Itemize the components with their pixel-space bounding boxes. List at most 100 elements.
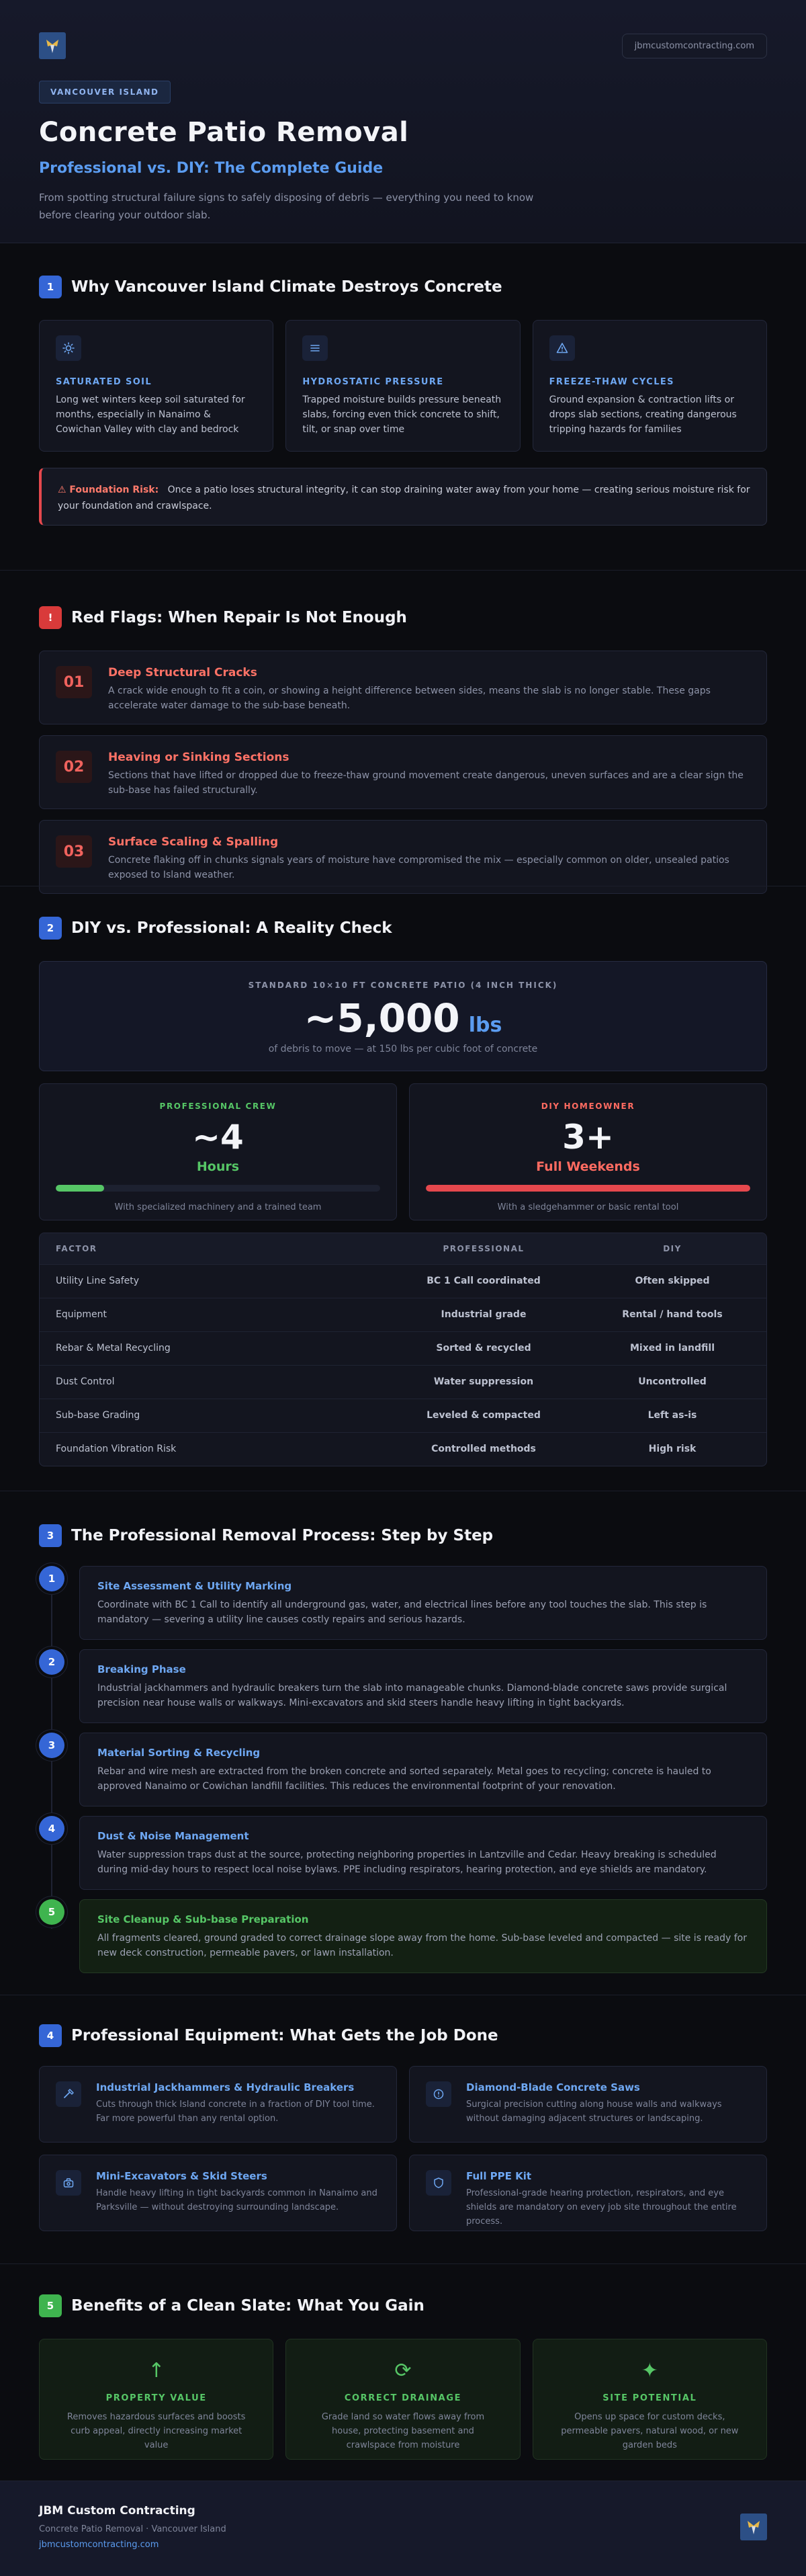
table-header-row: FACTOR PROFESSIONAL DIY (40, 1233, 766, 1264)
comparison-table: FACTOR PROFESSIONAL DIY Utility Line Saf… (39, 1233, 767, 1466)
footer-logo (740, 2513, 767, 2540)
footer-site-link[interactable]: jbmcustomcontracting.com (39, 2540, 159, 2550)
process-step: 2 Breaking Phase Industrial jackhammers … (39, 1649, 767, 1723)
flag-text: A crack wide enough to fit a coin, or sh… (108, 685, 711, 711)
section-number: 4 (39, 2024, 62, 2047)
benefits-section: 5 Benefits of a Clean Slate: What You Ga… (0, 2263, 806, 2481)
logo-icon (46, 40, 58, 53)
flag-number: 03 (56, 835, 92, 868)
table-row: Sub-base Grading Leveled & compacted Lef… (40, 1398, 766, 1432)
time-bar (426, 1185, 750, 1192)
diy-cell: High risk (578, 1431, 766, 1466)
shield-icon (426, 2170, 451, 2196)
section-heading: Benefits of a Clean Slate: What You Gain (71, 2297, 424, 2315)
page-title: Concrete Patio Removal (39, 117, 409, 148)
flag-text: Concrete flaking off in chunks signals y… (108, 855, 729, 880)
factor-cell: Sub-base Grading (40, 1398, 389, 1432)
refresh-icon: ⟳ (394, 2359, 412, 2382)
flag-title: Heaving or Sinking Sections (108, 751, 289, 764)
step-number: 4 (39, 1816, 64, 1841)
equipment-text: Cuts through thick Island concrete in a … (96, 2100, 375, 2124)
equipment-card: Industrial Jackhammers & Hydraulic Break… (39, 2066, 397, 2143)
step-text: Rebar and wire mesh are extracted from t… (97, 1766, 711, 1792)
equipment-card: Diamond-Blade Concrete Saws Surgical pre… (409, 2066, 767, 2143)
section-number: 1 (39, 276, 62, 298)
professional-cell: Controlled methods (389, 1431, 578, 1466)
factor-cell: Utility Line Safety (40, 1263, 389, 1298)
climate-card-freeze-thaw: FREEZE-THAW CYCLES Ground expansion & co… (532, 320, 767, 452)
alert-key: ⚠ Foundation Risk: (58, 485, 159, 495)
section-heading: Red Flags: When Repair Is Not Enough (71, 609, 407, 626)
region-badge: VANCOUVER ISLAND (39, 81, 171, 103)
section-heading: The Professional Removal Process: Step b… (71, 1527, 494, 1544)
process-step: 4 Dust & Noise Management Water suppress… (39, 1816, 767, 1890)
footer-brand: JBM Custom Contracting (39, 2504, 195, 2518)
diy-cell: Left as-is (578, 1398, 766, 1432)
step-text: Industrial jackhammers and hydraulic bre… (97, 1683, 727, 1708)
section-divider (0, 570, 806, 571)
process-step: 3 Material Sorting & Recycling Rebar and… (39, 1733, 767, 1806)
section-heading: DIY vs. Professional: A Reality Check (71, 919, 392, 937)
diy-caption: With a sledgehammer or basic rental tool (497, 1202, 679, 1212)
stat-caption: STANDARD 10×10 FT CONCRETE PATIO (4 INCH… (248, 981, 558, 990)
process-step: 5 Site Cleanup & Sub-base Preparation Al… (39, 1899, 767, 1973)
diy-homeowner-card: DIY HOMEOWNER 3+ Full Weekends With a sl… (409, 1083, 767, 1220)
factor-cell: Rebar & Metal Recycling (40, 1331, 389, 1365)
factor-cell: Dust Control (40, 1364, 389, 1399)
benefit-card-property-value: ↑ PROPERTY VALUE Removes hazardous surfa… (39, 2339, 274, 2460)
sun-icon (56, 335, 81, 361)
stat-note: of debris to move — at 150 lbs per cubic… (268, 1044, 538, 1054)
step-number: 1 (39, 1566, 64, 1591)
step-number: 3 (39, 1733, 64, 1758)
footer-tagline: Concrete Patio Removal · Vancouver Islan… (39, 2524, 226, 2534)
flag-text: Sections that have lifted or dropped due… (108, 770, 744, 796)
diy-amount: 3+ (562, 1118, 614, 1157)
column-header: DIY (578, 1233, 766, 1264)
equipment-title: Industrial Jackhammers & Hydraulic Break… (96, 2081, 355, 2093)
section-heading: Why Vancouver Island Climate Destroys Co… (71, 278, 502, 296)
step-card: Dust & Noise Management Water suppressio… (79, 1816, 767, 1890)
step-title: Dust & Noise Management (97, 1830, 249, 1842)
step-text: Coordinate with BC 1 Call to identify al… (97, 1599, 707, 1625)
equipment-section: 4 Professional Equipment: What Gets the … (0, 1995, 806, 2263)
card-text: Trapped moisture builds pressure beneath… (302, 394, 502, 435)
card-text: Long wet winters keep soil saturated for… (56, 394, 245, 435)
time-bar (56, 1185, 380, 1192)
column-header: FACTOR (40, 1233, 389, 1264)
process-section: 3 The Professional Removal Process: Step… (0, 1491, 806, 1995)
step-card: Breaking Phase Industrial jackhammers an… (79, 1649, 767, 1723)
stat-unit: lbs (468, 1013, 502, 1037)
section-number: 2 (39, 917, 62, 940)
reality-check-section: 2 DIY vs. Professional: A Reality Check … (0, 886, 806, 1491)
layers-icon (302, 335, 328, 361)
professional-cell: Industrial grade (389, 1297, 578, 1331)
step-text: Water suppression traps dust at the sour… (97, 1850, 717, 1875)
diy-cell: Rental / hand tools (578, 1297, 766, 1331)
flag-number: 02 (56, 751, 92, 783)
diy-cell: Often skipped (578, 1263, 766, 1298)
factor-cell: Foundation Vibration Risk (40, 1431, 389, 1466)
step-title: Site Assessment & Utility Marking (97, 1580, 292, 1592)
arrow-up-icon: ↑ (148, 2359, 165, 2382)
sparkle-icon: ✦ (641, 2359, 658, 2382)
domain-link[interactable]: jbmcustomcontracting.com (621, 34, 767, 58)
section-number: 5 (39, 2294, 62, 2317)
benefit-title: SITE POTENTIAL (602, 2393, 697, 2403)
diy-cell: Uncontrolled (578, 1364, 766, 1399)
table-row: Utility Line Safety BC 1 Call coordinate… (40, 1263, 766, 1298)
red-flag-item: 01 Deep Structural Cracks A crack wide e… (39, 651, 767, 724)
diy-cell: Mixed in landfill (578, 1331, 766, 1365)
flag-title: Surface Scaling & Spalling (108, 835, 279, 849)
hammer-icon (56, 2081, 81, 2107)
crew-unit: Hours (196, 1159, 240, 1174)
table-row: Foundation Vibration Risk Controlled met… (40, 1431, 766, 1466)
crew-caption: With specialized machinery and a trained… (114, 1202, 322, 1212)
equipment-title: Full PPE Kit (466, 2170, 532, 2182)
benefit-card-correct-drainage: ⟳ CORRECT DRAINAGE Grade land so water f… (285, 2339, 521, 2460)
step-number: 2 (39, 1649, 64, 1675)
equipment-text: Handle heavy lifting in tight backyards … (96, 2188, 377, 2212)
table-row: Dust Control Water suppression Uncontrol… (40, 1364, 766, 1399)
red-flag-item: 03 Surface Scaling & Spalling Concrete f… (39, 820, 767, 894)
diy-unit: Full Weekends (536, 1159, 640, 1174)
professional-cell: Water suppression (389, 1364, 578, 1399)
